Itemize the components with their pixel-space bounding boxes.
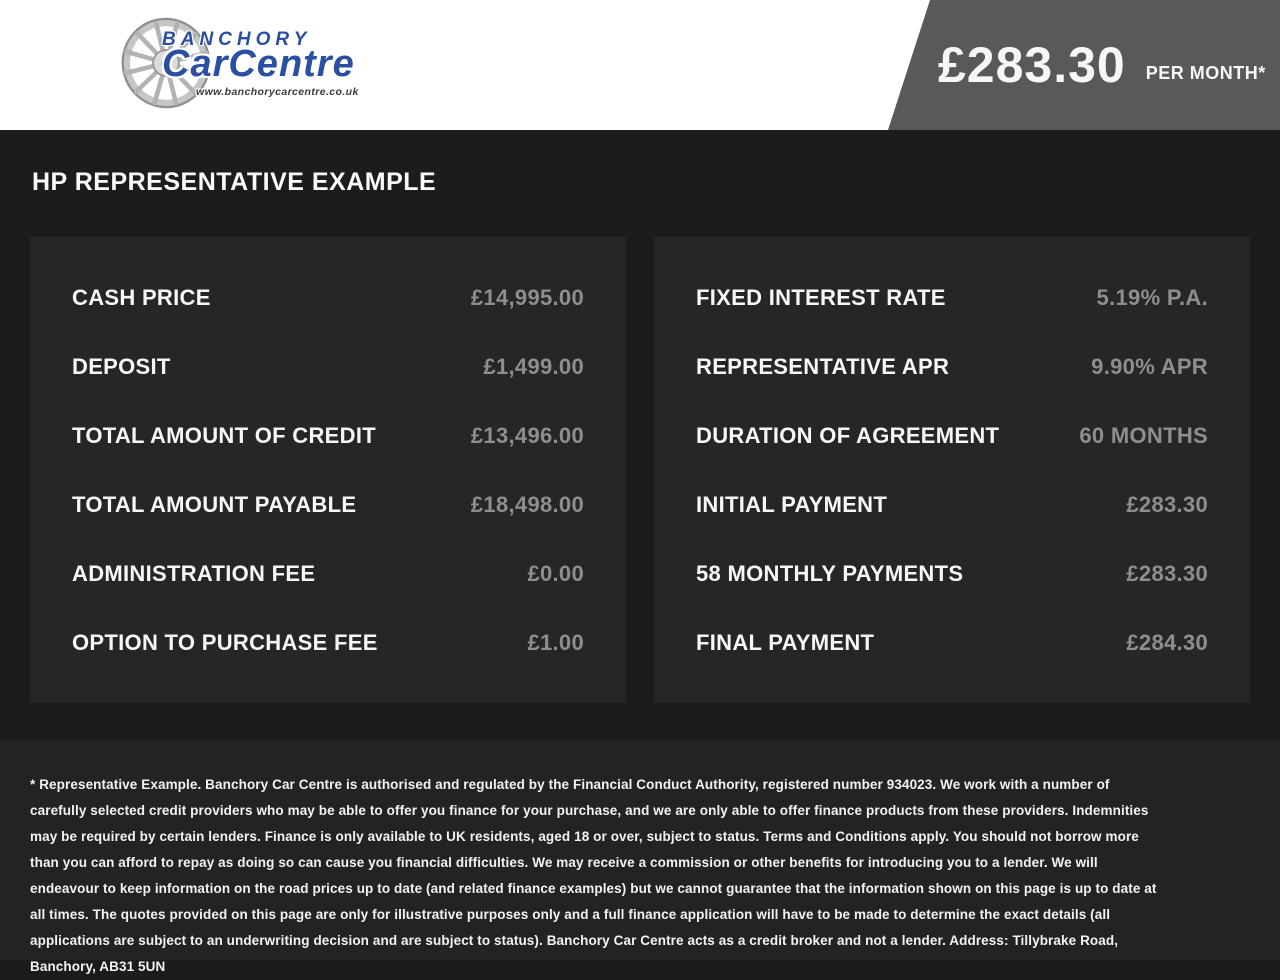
finance-label: DURATION OF AGREEMENT bbox=[696, 422, 1000, 448]
finance-row-cash-price: CASH PRICE £14,995.00 bbox=[72, 263, 584, 332]
finance-label: FIXED INTEREST RATE bbox=[696, 284, 946, 310]
disclaimer-text: * Representative Example. Banchory Car C… bbox=[30, 777, 1157, 974]
finance-label: REPRESENTATIVE APR bbox=[696, 353, 950, 379]
finance-value: £14,995.00 bbox=[470, 284, 584, 310]
finance-label: TOTAL AMOUNT OF CREDIT bbox=[72, 422, 376, 448]
monthly-price: £283.30 bbox=[938, 37, 1126, 93]
finance-value: £18,498.00 bbox=[470, 491, 584, 517]
finance-label: DEPOSIT bbox=[72, 353, 171, 379]
monthly-price-banner: £283.30 PER MONTH* bbox=[888, 0, 1280, 130]
monthly-price-suffix: PER MONTH* bbox=[1145, 62, 1266, 83]
finance-panel-left: CASH PRICE £14,995.00 DEPOSIT £1,499.00 … bbox=[30, 237, 626, 703]
finance-row-admin-fee: ADMINISTRATION FEE £0.00 bbox=[72, 539, 584, 608]
finance-value: £0.00 bbox=[527, 560, 584, 586]
finance-value: 9.90% APR bbox=[1091, 353, 1208, 379]
finance-value: £13,496.00 bbox=[470, 422, 584, 448]
finance-row-apr: REPRESENTATIVE APR 9.90% APR bbox=[696, 332, 1208, 401]
dealer-logo-text: BANCHORY CarCentre www.banchorycarcentre… bbox=[162, 29, 359, 98]
disclaimer-section: * Representative Example. Banchory Car C… bbox=[0, 740, 1280, 974]
finance-label: ADMINISTRATION FEE bbox=[72, 560, 316, 586]
alloy-wheel-icon bbox=[121, 17, 211, 109]
page-title: HP REPRESENTATIVE EXAMPLE bbox=[32, 168, 437, 196]
header: BANCHORY CarCentre www.banchorycarcentre… bbox=[0, 0, 1280, 130]
finance-panel-right: FIXED INTEREST RATE 5.19% P.A. REPRESENT… bbox=[654, 237, 1250, 703]
finance-value: 5.19% P.A. bbox=[1096, 284, 1208, 310]
finance-value: £283.30 bbox=[1126, 491, 1208, 517]
finance-label: 58 MONTHLY PAYMENTS bbox=[696, 560, 964, 586]
dealer-name-line1: BANCHORY bbox=[162, 29, 312, 50]
finance-value: £284.30 bbox=[1126, 629, 1208, 655]
finance-row-deposit: DEPOSIT £1,499.00 bbox=[72, 332, 584, 401]
finance-row-final-payment: FINAL PAYMENT £284.30 bbox=[696, 608, 1208, 677]
dealer-website: www.banchorycarcentre.co.uk bbox=[196, 85, 359, 98]
finance-value: £283.30 bbox=[1126, 560, 1208, 586]
finance-label: OPTION TO PURCHASE FEE bbox=[72, 629, 378, 655]
finance-label: INITIAL PAYMENT bbox=[696, 491, 888, 517]
finance-row-duration: DURATION OF AGREEMENT 60 MONTHS bbox=[696, 401, 1208, 470]
finance-row-interest-rate: FIXED INTEREST RATE 5.19% P.A. bbox=[696, 263, 1208, 332]
finance-label: TOTAL AMOUNT PAYABLE bbox=[72, 491, 357, 517]
finance-example-section: HP REPRESENTATIVE EXAMPLE CASH PRICE £14… bbox=[0, 130, 1280, 740]
finance-row-total-credit: TOTAL AMOUNT OF CREDIT £13,496.00 bbox=[72, 401, 584, 470]
finance-row-monthly-payments: 58 MONTHLY PAYMENTS £283.30 bbox=[696, 539, 1208, 608]
finance-value: £1,499.00 bbox=[483, 353, 584, 379]
finance-value: £1.00 bbox=[527, 629, 584, 655]
dealer-name-line2: CarCentre bbox=[162, 43, 355, 85]
finance-row-initial-payment: INITIAL PAYMENT £283.30 bbox=[696, 470, 1208, 539]
finance-panels: CASH PRICE £14,995.00 DEPOSIT £1,499.00 … bbox=[30, 237, 1250, 703]
finance-row-option-fee: OPTION TO PURCHASE FEE £1.00 bbox=[72, 608, 584, 677]
finance-value: 60 MONTHS bbox=[1079, 422, 1208, 448]
dealer-logo: BANCHORY CarCentre www.banchorycarcentre… bbox=[118, 17, 359, 109]
finance-label: FINAL PAYMENT bbox=[696, 629, 875, 655]
finance-label: CASH PRICE bbox=[72, 284, 211, 310]
finance-row-total-payable: TOTAL AMOUNT PAYABLE £18,498.00 bbox=[72, 470, 584, 539]
